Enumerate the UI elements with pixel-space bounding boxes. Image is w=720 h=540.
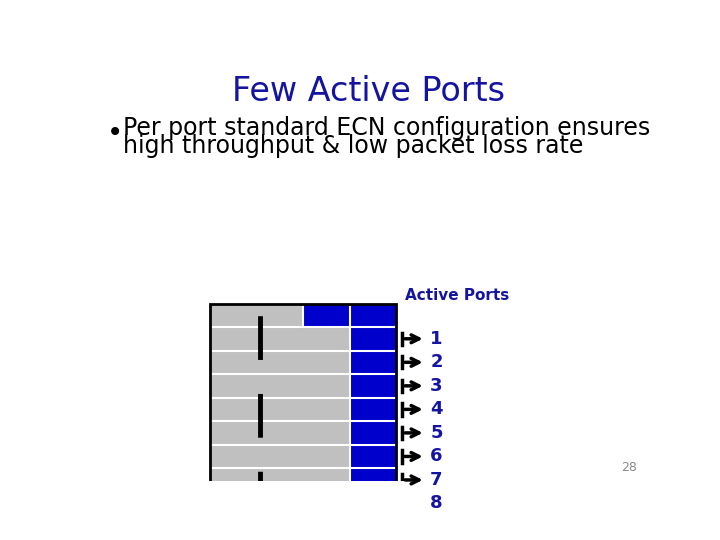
Bar [256,327,303,350]
Bar [256,421,303,444]
Bar [210,492,256,515]
Bar [210,444,256,468]
Bar [303,444,350,468]
Bar [256,444,303,468]
Bar [256,303,303,327]
Text: 2: 2 [431,353,443,372]
Text: 6: 6 [431,448,443,465]
Text: Per port standard ECN configuration ensures: Per port standard ECN configuration ensu… [122,116,649,140]
Bar [210,350,256,374]
Bar [303,421,350,444]
Bar [210,303,396,515]
Bar [350,397,396,421]
Bar [303,397,350,421]
Bar [303,327,350,350]
Bar [303,492,350,515]
Bar [303,374,350,397]
Text: 1: 1 [431,330,443,348]
Bar [350,303,396,327]
Text: high throughput & low packet loss rate: high throughput & low packet loss rate [122,134,583,158]
Bar [210,374,256,397]
Bar [350,350,396,374]
Bar [210,468,256,492]
Bar [350,374,396,397]
Bar [256,492,303,515]
Bar [210,421,256,444]
Text: 4: 4 [431,400,443,418]
Text: Few Active Ports: Few Active Ports [233,75,505,108]
Text: 3: 3 [431,377,443,395]
Text: •: • [107,119,123,146]
Text: 8: 8 [431,495,443,512]
Text: 28: 28 [621,462,637,475]
Text: 5: 5 [431,424,443,442]
Bar [303,350,350,374]
Bar [256,468,303,492]
Bar [303,468,350,492]
Text: 7: 7 [431,471,443,489]
Bar [350,492,396,515]
Bar [210,303,256,327]
Text: Active Ports: Active Ports [405,288,510,303]
Bar [256,350,303,374]
Bar [350,421,396,444]
Bar [256,374,303,397]
Bar [350,444,396,468]
Bar [210,397,256,421]
Bar [350,468,396,492]
Bar [350,327,396,350]
Bar [210,327,256,350]
Bar [256,397,303,421]
Bar [303,303,350,327]
